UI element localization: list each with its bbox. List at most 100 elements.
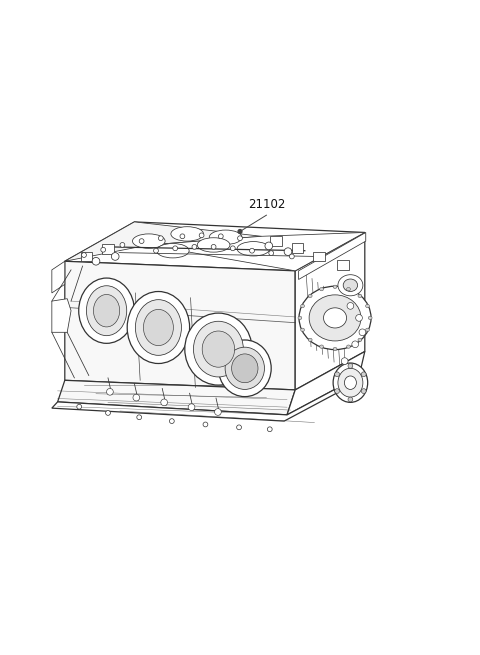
Circle shape (120, 242, 125, 248)
Ellipse shape (344, 376, 356, 390)
Ellipse shape (127, 291, 190, 364)
Circle shape (203, 422, 208, 427)
Circle shape (106, 411, 110, 415)
Circle shape (92, 257, 100, 265)
Ellipse shape (299, 286, 371, 350)
Circle shape (139, 238, 144, 244)
Ellipse shape (320, 345, 324, 348)
Polygon shape (52, 261, 65, 293)
Polygon shape (149, 233, 365, 271)
Circle shape (192, 244, 197, 250)
Ellipse shape (347, 345, 350, 348)
Ellipse shape (309, 295, 361, 341)
Text: 21102: 21102 (248, 198, 285, 212)
Bar (292, 244, 303, 253)
Polygon shape (299, 233, 366, 280)
Polygon shape (52, 377, 359, 421)
Circle shape (267, 427, 272, 432)
Ellipse shape (308, 294, 312, 297)
Polygon shape (65, 261, 295, 390)
Ellipse shape (308, 338, 312, 341)
Circle shape (137, 415, 142, 420)
Circle shape (359, 329, 366, 335)
Circle shape (82, 253, 86, 257)
Circle shape (158, 236, 163, 240)
Ellipse shape (197, 238, 230, 252)
Ellipse shape (343, 279, 358, 291)
Circle shape (335, 372, 339, 377)
Polygon shape (65, 222, 262, 261)
Circle shape (265, 242, 273, 250)
Ellipse shape (320, 288, 324, 291)
Ellipse shape (225, 347, 264, 390)
Circle shape (269, 251, 274, 255)
Ellipse shape (298, 316, 302, 320)
Circle shape (356, 314, 362, 321)
Bar (337, 260, 349, 270)
Ellipse shape (300, 328, 304, 331)
Circle shape (284, 248, 292, 255)
Circle shape (218, 234, 223, 238)
Circle shape (215, 409, 221, 415)
Circle shape (352, 341, 359, 348)
Circle shape (238, 236, 242, 240)
Ellipse shape (185, 313, 252, 385)
Circle shape (199, 233, 204, 238)
Bar (102, 244, 114, 253)
Circle shape (111, 253, 119, 260)
Ellipse shape (300, 305, 304, 308)
Circle shape (133, 394, 140, 401)
Circle shape (347, 303, 354, 309)
Ellipse shape (232, 354, 258, 383)
Ellipse shape (209, 230, 242, 244)
Circle shape (361, 388, 366, 394)
Circle shape (237, 425, 241, 430)
Circle shape (173, 246, 178, 251)
Circle shape (289, 254, 294, 259)
Circle shape (335, 388, 339, 394)
Circle shape (250, 248, 254, 253)
Circle shape (77, 404, 82, 409)
Ellipse shape (358, 294, 362, 297)
Polygon shape (52, 299, 71, 332)
Ellipse shape (324, 308, 347, 328)
Polygon shape (287, 352, 365, 415)
Ellipse shape (193, 321, 243, 377)
Circle shape (180, 234, 185, 238)
Circle shape (238, 230, 242, 233)
Ellipse shape (366, 305, 370, 308)
Ellipse shape (94, 295, 120, 327)
Bar (270, 236, 282, 246)
Ellipse shape (338, 368, 363, 397)
Ellipse shape (202, 331, 235, 367)
Ellipse shape (347, 288, 350, 291)
Polygon shape (58, 381, 295, 415)
Ellipse shape (333, 347, 337, 350)
Circle shape (107, 388, 113, 395)
Ellipse shape (144, 309, 173, 346)
Polygon shape (295, 233, 365, 390)
Ellipse shape (358, 338, 362, 341)
Circle shape (169, 419, 174, 424)
Ellipse shape (171, 227, 204, 241)
Ellipse shape (218, 340, 271, 397)
Ellipse shape (79, 278, 134, 343)
Bar (313, 252, 325, 261)
Ellipse shape (237, 242, 270, 256)
Ellipse shape (135, 299, 181, 356)
Ellipse shape (132, 234, 165, 248)
Circle shape (161, 399, 168, 405)
Ellipse shape (368, 316, 372, 320)
Ellipse shape (338, 274, 363, 296)
Circle shape (211, 244, 216, 250)
Circle shape (230, 246, 235, 251)
Circle shape (341, 358, 348, 364)
Polygon shape (65, 222, 365, 271)
Circle shape (154, 248, 158, 253)
Bar (81, 252, 92, 261)
Ellipse shape (333, 363, 368, 402)
Ellipse shape (366, 328, 370, 331)
Circle shape (348, 364, 353, 368)
Circle shape (348, 397, 353, 402)
Ellipse shape (333, 285, 337, 288)
